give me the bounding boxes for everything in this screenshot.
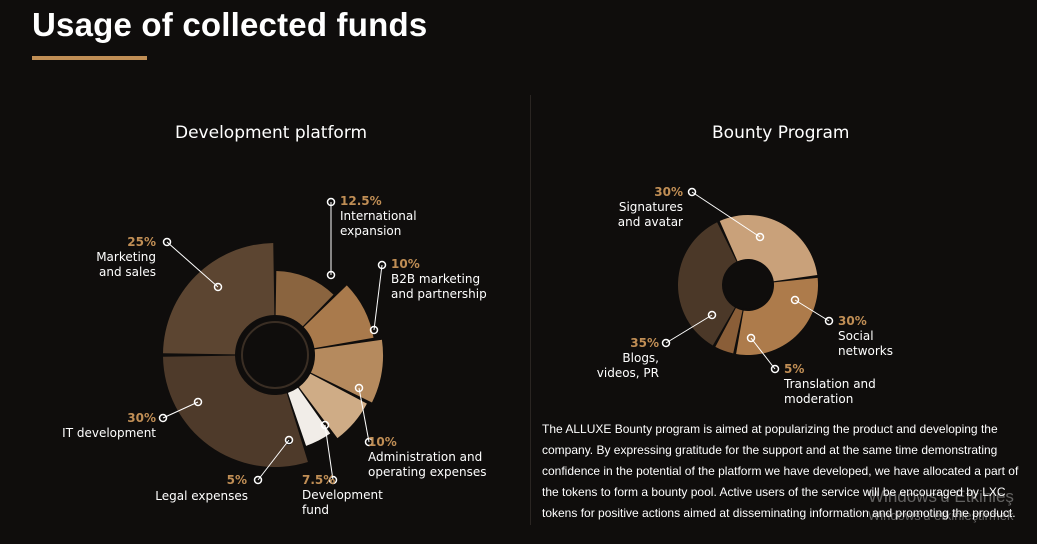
leader-dot-blogs-videos-pr: [707, 310, 717, 320]
activation-watermark-line-2: Windows'u etkinleştirmek: [868, 508, 1014, 523]
dev-inner-ring: [241, 321, 309, 389]
label-signatures-and-avatar-line-2: and avatar: [618, 215, 683, 229]
pct-label-social-networks: 30%: [838, 314, 867, 328]
leader-line-social-networks: [794, 299, 830, 322]
leader-line-administration-and-operating-expenses: [358, 387, 370, 443]
leader-dot-administration-and-operating-expenses: [354, 383, 364, 393]
label-b2b-marketing-and-partnership-line-2: and partnership: [391, 287, 487, 301]
leader-line-translation-and-moderation: [750, 337, 776, 370]
leader-end-development-fund: [328, 475, 338, 485]
leader-end-signatures-and-avatar: [687, 187, 697, 197]
label-development-fund-line-1: Development: [302, 488, 383, 502]
label-legal-expenses: Legal expenses: [155, 489, 248, 503]
leader-end-blogs-videos-pr: [661, 338, 671, 348]
leader-dot-social-networks: [790, 295, 800, 305]
label-translation-and-moderation-line-2: moderation: [784, 392, 853, 406]
pct-label-blogs-videos-pr: 35%: [630, 336, 659, 350]
leader-line-legal-expenses: [257, 439, 290, 481]
label-international-expansion-line-1: International: [340, 209, 417, 223]
pct-label-development-fund: 7.5%: [302, 473, 335, 487]
label-marketing-and-sales-line-1: Marketing: [96, 250, 156, 264]
slice-b2b-marketing-and-partnership: [303, 285, 374, 349]
pct-label-administration-and-operating-expenses: 10%: [368, 435, 397, 449]
leader-end-administration-and-operating-expenses: [364, 437, 374, 447]
chart-title-development-platform: Development platform: [175, 123, 368, 143]
bounty-description: The ALLUXE Bounty program is aimed at po…: [542, 422, 1019, 520]
leader-dot-international-expansion: [326, 270, 336, 280]
label-signatures-and-avatar-line-1: Signatures: [619, 200, 683, 214]
leader-line-b2b-marketing-and-partnership: [373, 264, 383, 331]
leader-dot-it-development: [193, 397, 203, 407]
label-social-networks-line-2: networks: [838, 344, 893, 358]
bounty-hole: [724, 261, 772, 309]
label-translation-and-moderation-line-1: Translation and: [783, 377, 876, 391]
leader-dot-translation-and-moderation: [746, 333, 756, 343]
slice-development-fund: [299, 373, 367, 439]
label-b2b-marketing-and-partnership-line-1: B2B marketing: [391, 272, 480, 286]
label-it-development-line-1: IT development: [62, 426, 156, 440]
leader-end-translation-and-moderation: [770, 364, 780, 374]
pct-label-it-development: 30%: [127, 411, 156, 425]
slice-marketing-and-sales: [163, 243, 275, 355]
leader-dot-b2b-marketing-and-partnership: [369, 325, 379, 335]
pct-label-marketing-and-sales: 25%: [127, 235, 156, 249]
pct-label-international-expansion: 12.5%: [340, 194, 382, 208]
pct-label-signatures-and-avatar: 30%: [654, 185, 683, 199]
pct-label-b2b-marketing-and-partnership: 10%: [391, 257, 420, 271]
slice-administration-and-operating-expenses: [310, 339, 383, 403]
label-administration-and-operating-expenses-line-2: operating expenses: [368, 465, 486, 479]
slice-it-development: [163, 355, 308, 467]
leader-end-b2b-marketing-and-partnership: [377, 260, 387, 270]
pct-label-legal-expenses: 5%: [227, 473, 247, 487]
leader-line-development-fund: [324, 424, 334, 481]
leader-end-international-expansion: [326, 197, 336, 207]
label-blogs-videos-pr-line-2: videos, PR: [597, 366, 659, 380]
leader-end-it-development: [158, 413, 168, 423]
dev-hole: [237, 317, 313, 393]
page-title: Usage of collected funds: [32, 6, 428, 43]
leader-dot-signatures-and-avatar: [755, 232, 765, 242]
leader-end-social-networks: [824, 316, 834, 326]
section-divider: [530, 95, 531, 525]
label-development-fund-line-2: fund: [302, 503, 329, 517]
leader-dot-marketing-and-sales: [213, 282, 223, 292]
leader-dot-legal-expenses: [284, 435, 294, 445]
pct-label-translation-and-moderation: 5%: [784, 362, 804, 376]
chart-title-bounty-program: Bounty Program: [712, 123, 850, 143]
leader-end-legal-expenses: [253, 475, 263, 485]
label-administration-and-operating-expenses-line-1: Administration and: [368, 450, 482, 464]
activation-watermark-line-1: Windows'u Etkinleş: [868, 487, 1014, 506]
slice-legal-expenses: [287, 387, 331, 446]
title-underline: [32, 56, 147, 60]
label-marketing-and-sales-line-2: and sales: [99, 265, 156, 279]
slice-international-expansion: [275, 271, 334, 327]
label-blogs-videos-pr-line-1: Blogs,: [622, 351, 659, 365]
slice-blogs-videos-pr: [678, 222, 737, 346]
leader-line-blogs-videos-pr: [665, 314, 713, 344]
leader-line-signatures-and-avatar: [691, 191, 761, 238]
slice-translation-and-moderation: [715, 307, 743, 354]
label-international-expansion-line-2: expansion: [340, 224, 401, 238]
slice-signatures-and-avatar: [719, 214, 818, 282]
leader-line-marketing-and-sales: [166, 241, 219, 288]
leader-end-marketing-and-sales: [162, 237, 172, 247]
leader-dot-development-fund: [320, 420, 330, 430]
leader-line-it-development: [162, 401, 199, 419]
label-social-networks-line-1: Social: [838, 329, 874, 343]
